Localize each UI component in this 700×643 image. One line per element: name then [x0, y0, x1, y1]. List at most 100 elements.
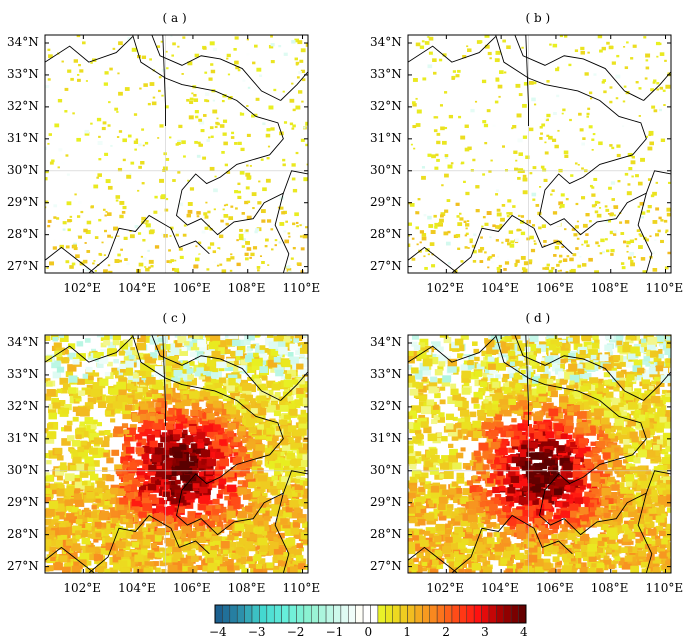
- field-cell: [267, 359, 278, 368]
- field-cell: [75, 434, 82, 440]
- field-cell: [236, 541, 244, 548]
- field-cell: [298, 421, 308, 430]
- field-cell: [436, 511, 444, 517]
- field-cell: [138, 527, 145, 534]
- field-cell: [147, 525, 155, 531]
- field-cell: [270, 43, 275, 47]
- field-cell: [445, 413, 454, 421]
- field-cell: [46, 423, 54, 429]
- field-cell: [181, 467, 189, 473]
- field-cell: [200, 449, 211, 458]
- field-cell: [179, 521, 190, 529]
- field-cell: [214, 417, 225, 426]
- field-cell: [297, 358, 305, 365]
- field-cell: [217, 427, 225, 433]
- field-cell: [178, 202, 184, 207]
- field-cell: [257, 558, 266, 565]
- field-cell: [303, 481, 308, 486]
- field-cell: [178, 348, 189, 356]
- field-cell: [109, 487, 119, 495]
- field-cell: [298, 563, 306, 570]
- field-cell: [159, 124, 164, 128]
- field-cell: [588, 257, 593, 262]
- field-cell: [153, 393, 161, 399]
- field-cell: [535, 203, 540, 207]
- field-cell: [210, 388, 220, 396]
- field-cell: [45, 85, 50, 89]
- field-cell: [89, 447, 99, 455]
- field-cell: [433, 214, 437, 218]
- field-cell: [68, 551, 78, 560]
- field-cell: [141, 549, 149, 556]
- field-cell: [471, 244, 476, 248]
- field-cell: [210, 69, 216, 74]
- field-cell: [83, 405, 91, 412]
- field-cell: [135, 496, 141, 501]
- field-cell: [49, 539, 60, 547]
- field-cell: [156, 552, 164, 558]
- field-cell: [459, 212, 462, 215]
- field-cell: [427, 64, 433, 69]
- field-cell: [270, 542, 279, 550]
- field-cell: [153, 210, 158, 214]
- field-cell: [203, 344, 212, 351]
- field-cell: [423, 255, 426, 258]
- field-cell: [110, 418, 116, 423]
- field-cell: [569, 481, 580, 490]
- field-cell: [46, 534, 54, 541]
- field-cell: [584, 72, 589, 76]
- field-cell: [111, 517, 119, 523]
- field-cell: [250, 408, 258, 414]
- field-cell: [252, 450, 263, 459]
- field-cell: [462, 488, 472, 496]
- field-cell: [291, 177, 296, 181]
- field-cell: [472, 250, 477, 254]
- field-cell: [553, 239, 558, 244]
- field-cell: [292, 246, 296, 250]
- field-cell: [616, 54, 620, 58]
- field-cell: [638, 115, 641, 117]
- field-cell: [506, 212, 510, 215]
- field-cell: [588, 91, 593, 95]
- field-cell: [294, 57, 298, 61]
- field-cell: [598, 438, 605, 443]
- field-cell: [128, 484, 138, 492]
- field-cell: [662, 558, 671, 567]
- field-cell: [144, 141, 149, 145]
- field-cell: [260, 481, 271, 490]
- field-cell: [119, 342, 128, 350]
- field-cell: [487, 266, 490, 269]
- field-cell: [230, 533, 239, 541]
- field-cell: [105, 210, 108, 213]
- field-cell: [506, 564, 517, 572]
- field-cell: [78, 559, 87, 566]
- field-cell: [194, 110, 199, 114]
- field-cell: [140, 160, 145, 165]
- field-cell: [111, 367, 118, 373]
- field-cell: [50, 556, 56, 562]
- field-cell: [466, 45, 469, 48]
- field-cell: [587, 107, 591, 110]
- field-cell: [202, 563, 212, 572]
- field-cell: [209, 242, 215, 246]
- field-cell: [200, 129, 205, 133]
- field-cell: [273, 536, 284, 545]
- field-cell: [295, 105, 301, 110]
- field-cell: [408, 379, 416, 388]
- field-cell: [157, 442, 164, 448]
- field-cell: [533, 103, 537, 106]
- field-cell: [85, 544, 96, 553]
- field-cell: [240, 353, 247, 359]
- field-cell: [122, 205, 127, 210]
- field-cell: [122, 551, 132, 559]
- field-cell: [98, 252, 102, 256]
- field-cell: [491, 254, 495, 257]
- field-cell: [655, 233, 660, 237]
- field-cell: [165, 516, 175, 523]
- field-cell: [260, 158, 264, 161]
- field-cell: [436, 158, 440, 162]
- field-cell: [56, 497, 67, 506]
- field-cell: [570, 174, 574, 177]
- field-cell: [553, 254, 557, 257]
- field-cell: [613, 268, 617, 271]
